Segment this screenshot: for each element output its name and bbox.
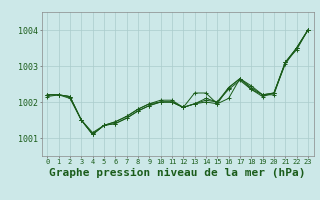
X-axis label: Graphe pression niveau de la mer (hPa): Graphe pression niveau de la mer (hPa) [49,168,306,178]
